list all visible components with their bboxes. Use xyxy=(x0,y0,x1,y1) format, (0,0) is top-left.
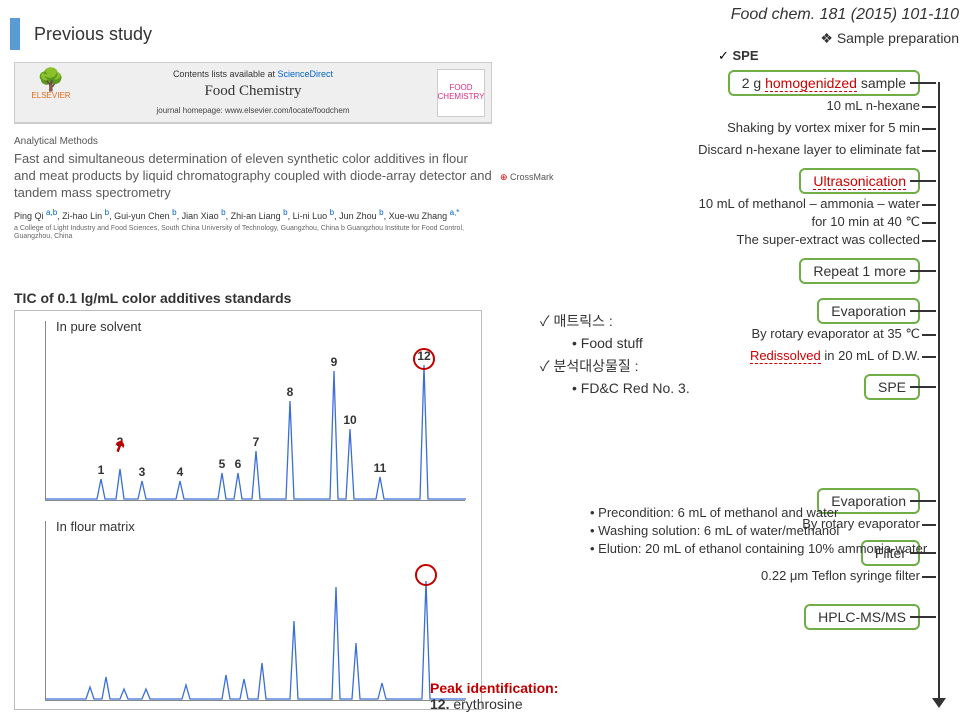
peak-label: 8 xyxy=(287,385,294,399)
flow-connector xyxy=(910,310,936,312)
flow-connector xyxy=(922,106,936,108)
spe-detail-item: Washing solution: 6 mL of water/methanol xyxy=(590,522,940,540)
peak-label: 7 xyxy=(253,435,260,449)
flow-connector xyxy=(910,180,936,182)
citation: Food chem. 181 (2015) 101-110 xyxy=(731,6,959,24)
highlight-circle-icon xyxy=(413,348,435,370)
chromatogram-figure: TIC of 0.1 lg/mL color additives standar… xyxy=(14,290,484,710)
peak-identification: Peak identification: 12. erythrosine xyxy=(430,680,558,712)
flow-connector xyxy=(910,500,936,502)
flow-node: Ultrasonication xyxy=(799,168,920,194)
journal-homepage: journal homepage: www.elsevier.com/locat… xyxy=(15,106,491,115)
flow-note: The super-extract was collected xyxy=(736,232,920,247)
flow-connector xyxy=(910,616,936,618)
flow-note: 0.22 μm Teflon syringe filter xyxy=(761,568,920,583)
flow-note: for 10 min at 40 ℃ xyxy=(811,214,920,230)
flow-connector xyxy=(922,150,936,152)
paper-header: 🌳 ELSEVIER Contents lists available at S… xyxy=(14,62,492,124)
highlight-circle-icon xyxy=(415,564,437,586)
peak-id-body: 12. erythrosine xyxy=(430,696,558,712)
flow-note: By rotary evaporator at 35 ℃ xyxy=(751,326,920,342)
sample-prep-label: Sample preparation xyxy=(820,30,959,47)
peak-label: 1 xyxy=(98,463,105,477)
flow-arrowhead-icon xyxy=(932,698,946,708)
flow-note: Shaking by vortex mixer for 5 min xyxy=(727,120,920,135)
peak-label: 6 xyxy=(235,457,242,471)
target-label: 분석대상물질 : xyxy=(540,355,690,377)
spe-detail-item: Precondition: 6 mL of methanol and water xyxy=(590,504,940,522)
crossmark-icon: CrossMark xyxy=(500,172,554,183)
elsevier-logo: 🌳 ELSEVIER xyxy=(21,69,81,117)
flow-note: Redissolved in 20 mL of D.W. xyxy=(750,348,920,363)
flow-node: 2 g homogenidzed sample xyxy=(728,70,920,96)
flow-connector xyxy=(922,240,936,242)
chrom-title: TIC of 0.1 lg/mL color additives standar… xyxy=(14,290,484,306)
flow-note: 10 mL of methanol – ammonia – water xyxy=(699,196,920,211)
target-value: FD&C Red No. 3. xyxy=(572,377,690,399)
accent-bar xyxy=(10,18,20,50)
flow-note: 10 mL n-hexane xyxy=(827,98,920,113)
peak-label: 10 xyxy=(343,413,356,427)
notes-block: 매트릭스 : Food stuff 분석대상물질 : FD&C Red No. … xyxy=(540,310,690,400)
peak-label: 9 xyxy=(331,355,338,369)
matrix-value: Food stuff xyxy=(572,332,690,354)
flow-connector xyxy=(910,386,936,388)
chrom-panel-flour: In flour matrix xyxy=(45,521,465,701)
journal-name: Food Chemistry xyxy=(15,83,491,100)
slide-title: Previous study xyxy=(34,24,152,45)
flow-node: HPLC-MS/MS xyxy=(804,604,920,630)
flow-connector xyxy=(910,82,936,84)
flow-line xyxy=(938,82,940,702)
spe-detail-item: Elution: 20 mL of ethanol containing 10%… xyxy=(590,540,940,558)
peak-label: 5 xyxy=(219,457,226,471)
contents-line: Contents lists available at xyxy=(173,69,275,79)
flow-connector xyxy=(922,576,936,578)
spe-details: Precondition: 6 mL of methanol and water… xyxy=(590,504,940,559)
flow-connector xyxy=(922,222,936,224)
flow-connector xyxy=(910,270,936,272)
peak-id-header: Peak identification: xyxy=(430,680,558,696)
flow-connector xyxy=(922,204,936,206)
sciencedirect-link: ScienceDirect xyxy=(278,69,334,79)
paper-section: Analytical Methods xyxy=(14,136,492,147)
flow-connector xyxy=(922,128,936,130)
paper-authors: Ping Qi a,b, Zi-hao Lin b, Gui-yun Chen … xyxy=(14,208,492,221)
spe-check: SPE xyxy=(718,48,759,64)
peak-label: 4 xyxy=(177,465,184,479)
flow-connector xyxy=(922,356,936,358)
flow-connector xyxy=(922,334,936,336)
flow-node: Repeat 1 more xyxy=(799,258,920,284)
matrix-label: 매트릭스 : xyxy=(540,310,690,332)
flow-node: Evaporation xyxy=(817,298,920,324)
paper-affiliations: a College of Light Industry and Food Sci… xyxy=(14,225,492,242)
journal-cover-icon: FOOD CHEMISTRY xyxy=(437,69,485,117)
peak-label: 3 xyxy=(139,465,146,479)
paper-title: Fast and simultaneous determination of e… xyxy=(14,151,492,202)
peak-label: 11 xyxy=(374,461,387,475)
chrom-panel-solvent: In pure solvent 123456789101112 xyxy=(45,321,465,501)
paper-meta: Analytical Methods Fast and simultaneous… xyxy=(14,130,492,241)
flow-note: Discard n-hexane layer to eliminate fat xyxy=(698,142,920,157)
